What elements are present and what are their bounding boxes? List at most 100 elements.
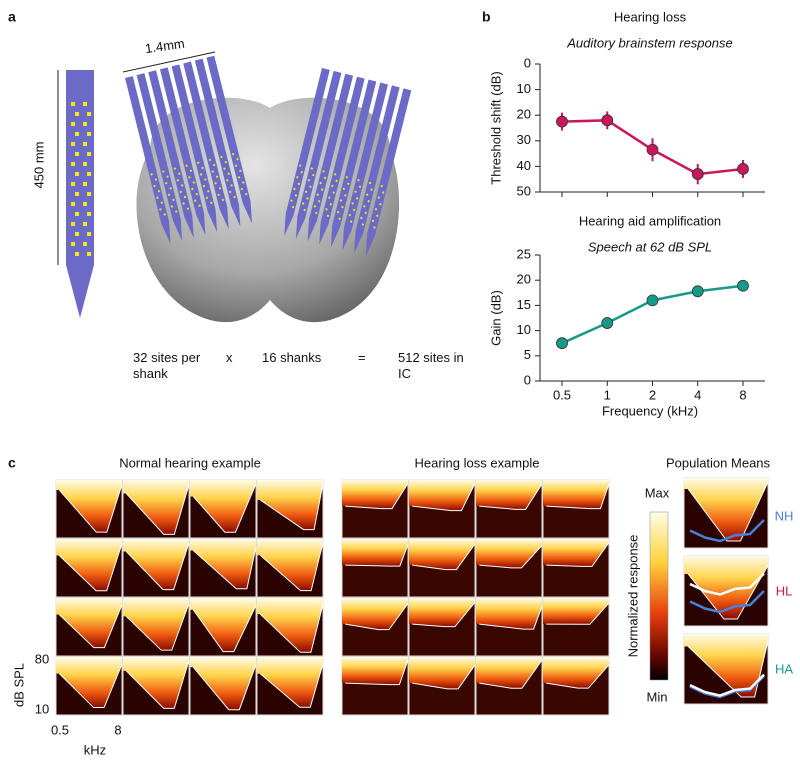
- y-tick-label: 0: [524, 55, 531, 70]
- site: [227, 172, 230, 175]
- site: [336, 211, 340, 214]
- heatmap-response: [409, 480, 475, 511]
- site: [368, 181, 372, 185]
- heatmap-response: [56, 657, 122, 708]
- heatmap-response: [123, 657, 189, 709]
- threshold-contour: [192, 605, 257, 653]
- site: [87, 172, 91, 176]
- site: [170, 205, 174, 208]
- colorbar: [649, 511, 669, 681]
- site: [318, 200, 321, 203]
- data-line: [561, 284, 744, 345]
- site: [342, 187, 346, 190]
- site: [83, 102, 87, 106]
- heatmap-response: [190, 480, 256, 533]
- data-point: [737, 163, 749, 175]
- site: [229, 190, 232, 194]
- site: [160, 201, 163, 204]
- heatmap-response: [476, 480, 542, 510]
- data-point: [737, 279, 749, 292]
- y-tick-label: 15: [517, 297, 531, 312]
- site: [379, 203, 382, 206]
- site: [239, 169, 242, 172]
- heatmap-response: [123, 539, 189, 590]
- site: [198, 204, 201, 207]
- shank: [295, 70, 342, 239]
- shank: [284, 68, 330, 236]
- y-tick-label: 25: [517, 246, 531, 261]
- threshold-contour: [345, 483, 409, 510]
- site: [302, 202, 305, 205]
- site: [154, 178, 158, 181]
- heatmap-response: [476, 539, 542, 568]
- x-tick-label: 1: [604, 387, 611, 402]
- site: [83, 242, 87, 246]
- threshold-contour: [479, 606, 543, 630]
- site: [83, 122, 87, 126]
- site: [371, 219, 375, 222]
- heatmap-response: [257, 539, 323, 591]
- site: [165, 182, 168, 185]
- site: [87, 232, 91, 236]
- threshold-contour: [479, 545, 543, 569]
- site: [329, 203, 332, 206]
- x-axis-label: Frequency (kHz): [602, 403, 698, 418]
- site: [310, 167, 313, 170]
- threshold-contour: [412, 483, 476, 512]
- site: [183, 195, 187, 199]
- heatmap-response: [56, 539, 122, 591]
- shank: [319, 76, 365, 245]
- site: [226, 179, 229, 182]
- data-point: [601, 114, 614, 127]
- site: [87, 152, 91, 156]
- x-axis-label: kHz: [84, 742, 106, 757]
- site: [202, 184, 206, 188]
- site: [213, 163, 216, 167]
- threshold-contour: [546, 602, 610, 625]
- site: [195, 192, 198, 196]
- site: [71, 162, 75, 166]
- shank: [159, 67, 206, 236]
- site: [320, 188, 324, 191]
- site: [75, 112, 79, 116]
- site: [374, 208, 378, 211]
- site: [207, 190, 210, 193]
- site: [296, 176, 299, 179]
- chart-title: Hearing aid amplification: [579, 213, 721, 228]
- site: [217, 193, 220, 196]
- site: [163, 213, 166, 216]
- probe-sites: [71, 102, 91, 256]
- y-tick-label: 20: [517, 272, 531, 287]
- site: [189, 169, 193, 172]
- colorbar-label: Normalized response: [625, 535, 640, 658]
- site: [234, 164, 238, 167]
- site: [303, 208, 306, 212]
- threshold-contour: [192, 664, 257, 711]
- data-point: [646, 143, 659, 156]
- site: [309, 185, 312, 188]
- site: [293, 187, 296, 191]
- shank: [307, 73, 354, 242]
- site: [71, 182, 75, 186]
- heatmap-response: [257, 480, 323, 530]
- site: [83, 222, 87, 226]
- y-tick-label: 80: [35, 651, 49, 666]
- site: [221, 198, 225, 202]
- threshold-contour: [345, 659, 409, 686]
- site: [290, 199, 293, 202]
- shank: [365, 88, 412, 257]
- heatmap-response: [476, 657, 542, 689]
- site: [218, 187, 222, 190]
- site: [75, 132, 79, 136]
- site: [75, 192, 79, 196]
- equation-term: 16 shanks: [262, 350, 322, 365]
- shank: [171, 64, 218, 233]
- panel-label: c: [8, 455, 16, 471]
- site: [71, 202, 75, 206]
- site: [216, 175, 219, 178]
- site: [242, 181, 245, 184]
- shank: [136, 73, 183, 242]
- shank-array: [125, 55, 252, 244]
- site: [188, 176, 191, 179]
- site: [351, 202, 354, 205]
